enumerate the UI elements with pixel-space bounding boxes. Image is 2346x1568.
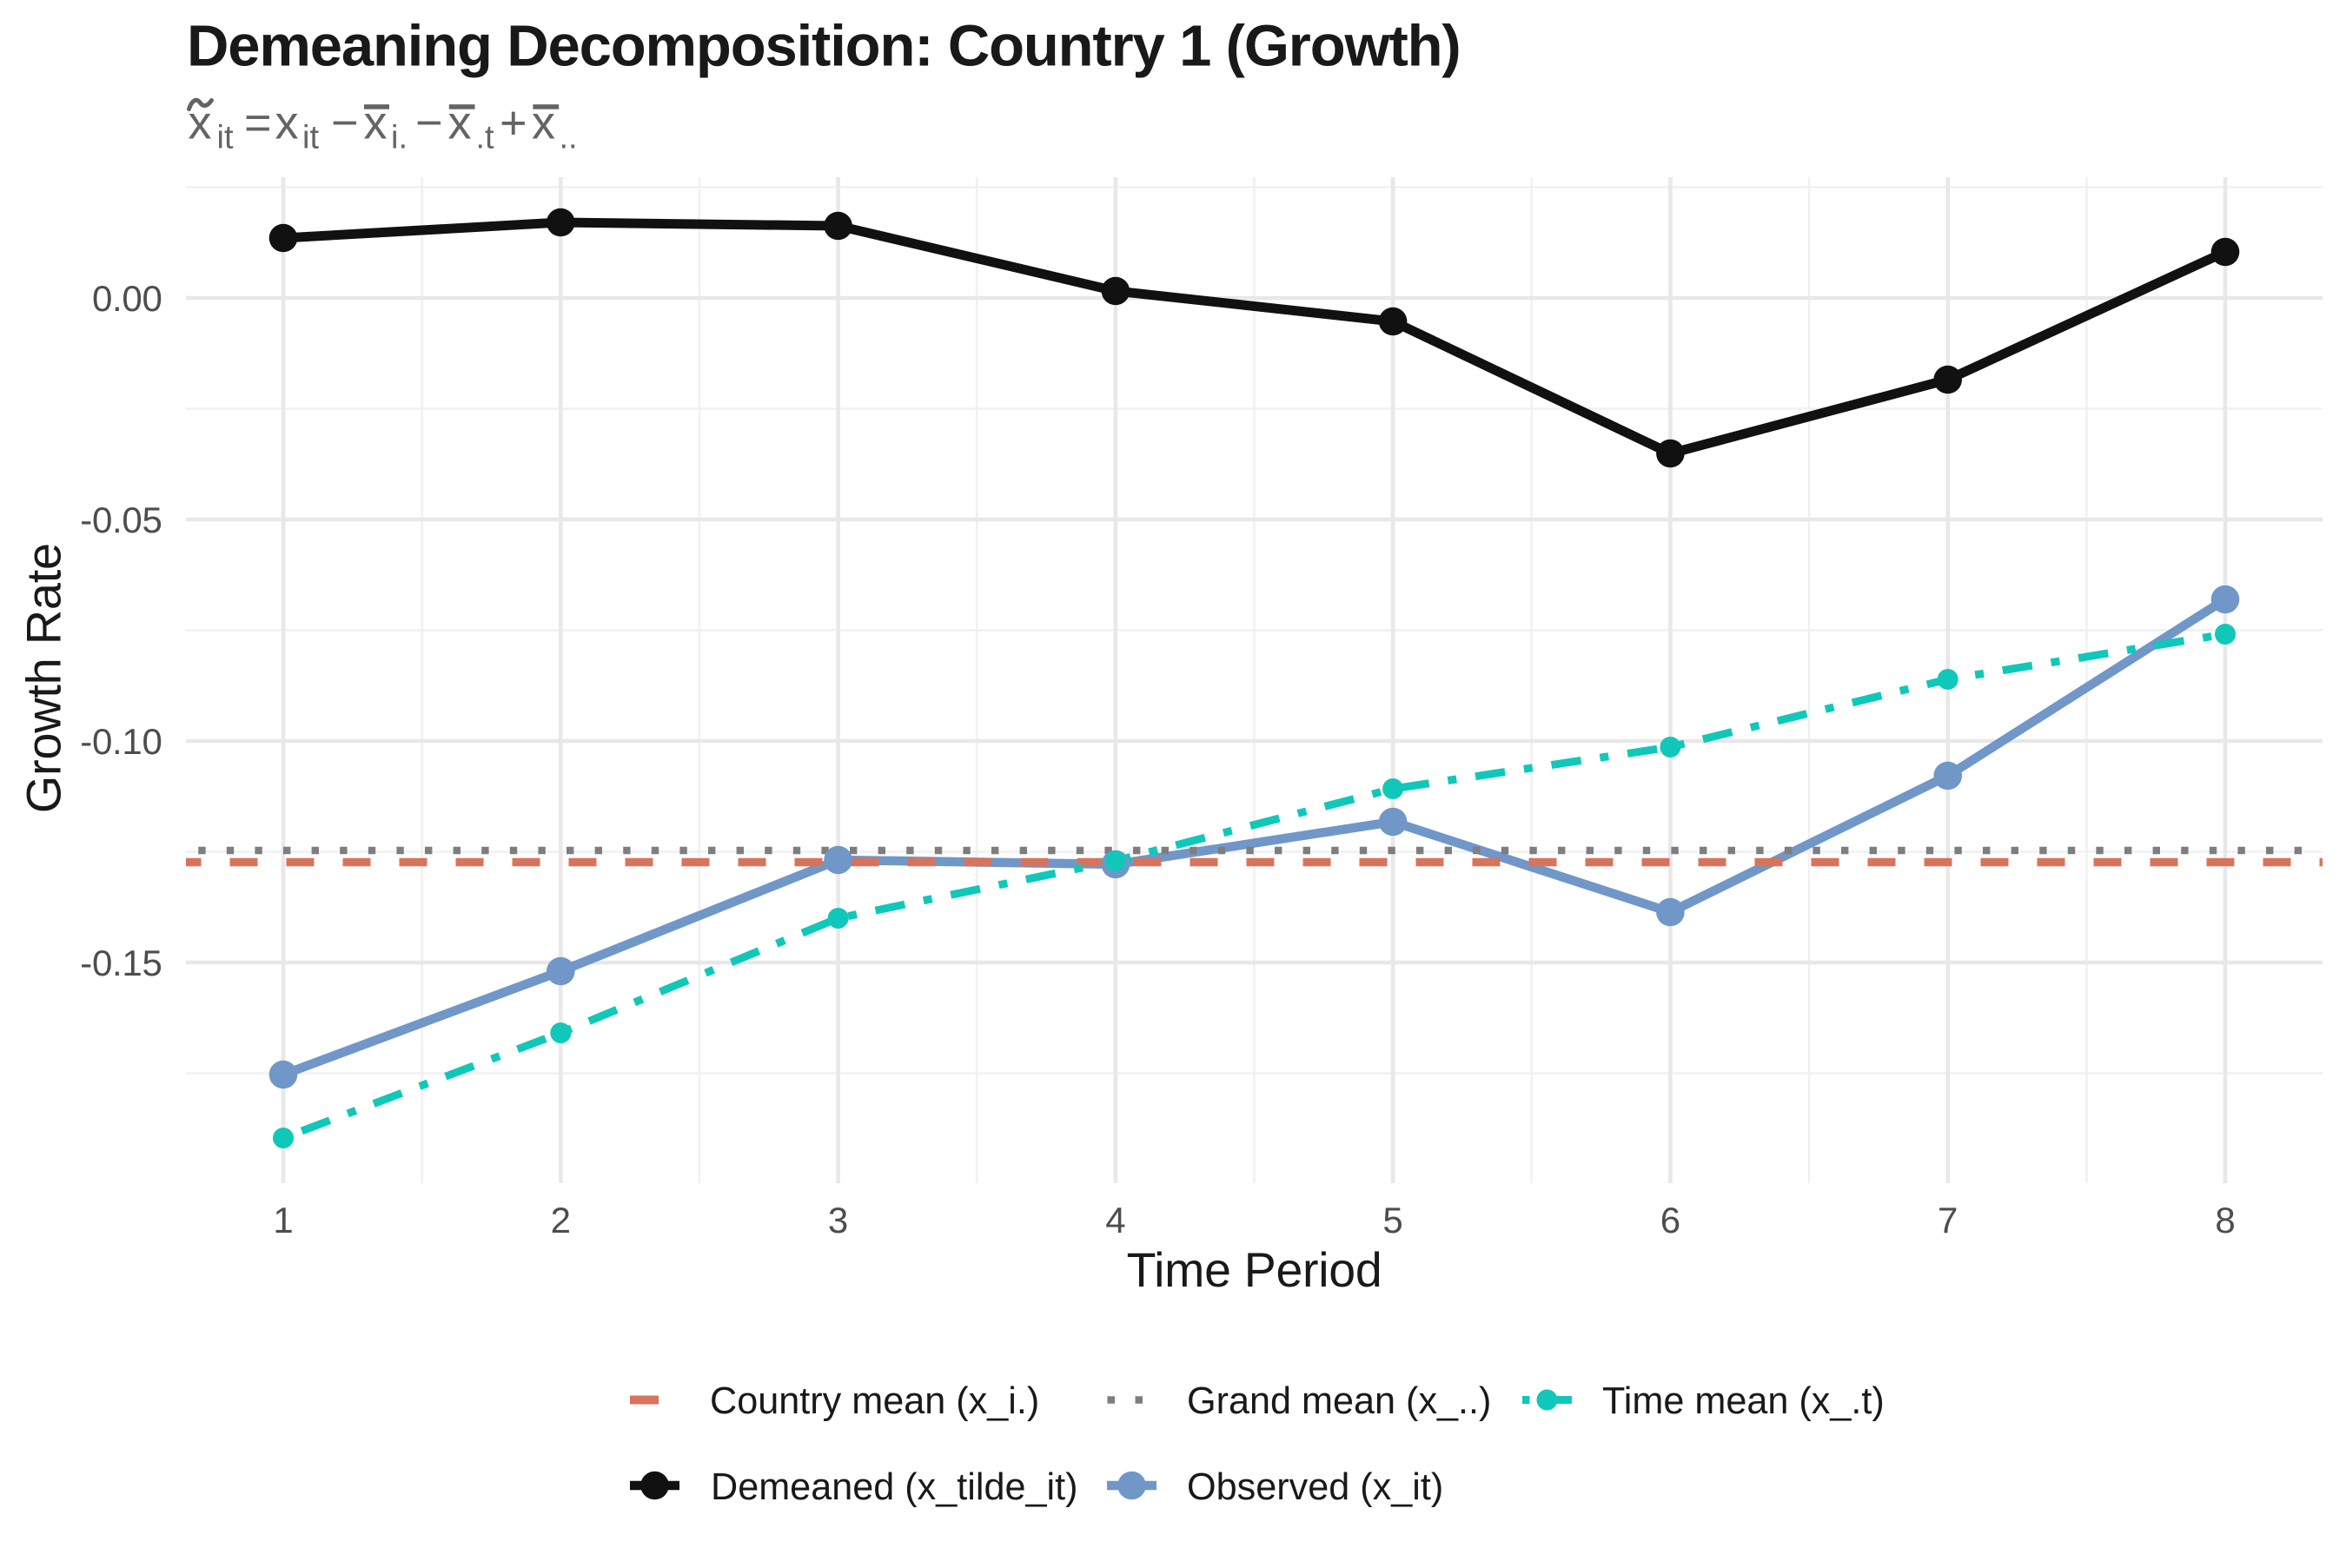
svg-text:it: it xyxy=(217,120,234,156)
svg-text:−: − xyxy=(415,97,443,149)
svg-text:=: = xyxy=(244,97,272,149)
svg-text:it: it xyxy=(302,120,319,156)
svg-text:.t: .t xyxy=(476,120,495,156)
svg-text:7: 7 xyxy=(1938,1200,1958,1241)
svg-text:i.: i. xyxy=(391,120,408,156)
svg-text:Observed (x_it): Observed (x_it) xyxy=(1187,1466,1443,1508)
svg-text:-0.10: -0.10 xyxy=(80,721,162,762)
svg-text:5: 5 xyxy=(1382,1200,1402,1241)
svg-text:6: 6 xyxy=(1660,1200,1680,1241)
svg-text:Grand mean (x_..): Grand mean (x_..) xyxy=(1187,1380,1491,1422)
svg-text:Demeaning Decomposition: Count: Demeaning Decomposition: Country 1 (Grow… xyxy=(187,14,1461,79)
svg-text:+: + xyxy=(500,97,527,149)
svg-text:Demeaned (x_tilde_it): Demeaned (x_tilde_it) xyxy=(711,1466,1078,1508)
svg-text:8: 8 xyxy=(2215,1200,2235,1241)
svg-text:1: 1 xyxy=(273,1200,293,1241)
svg-text:-0.05: -0.05 xyxy=(80,500,162,540)
svg-text:Growth Rate: Growth Rate xyxy=(16,543,70,813)
svg-text:3: 3 xyxy=(828,1200,848,1241)
svg-text:0.00: 0.00 xyxy=(92,278,162,319)
svg-text:4: 4 xyxy=(1105,1200,1125,1241)
svg-text:Time mean (x_.t): Time mean (x_.t) xyxy=(1602,1380,1885,1422)
svg-text:-0.15: -0.15 xyxy=(80,943,162,983)
svg-text:−: − xyxy=(331,97,359,149)
svg-text:Country mean (x_i.): Country mean (x_i.) xyxy=(710,1380,1039,1422)
svg-text:..: .. xyxy=(560,120,578,156)
svg-text:Time Period: Time Period xyxy=(1127,1243,1382,1297)
svg-text:2: 2 xyxy=(551,1200,571,1241)
svg-text:x: x xyxy=(275,97,299,149)
